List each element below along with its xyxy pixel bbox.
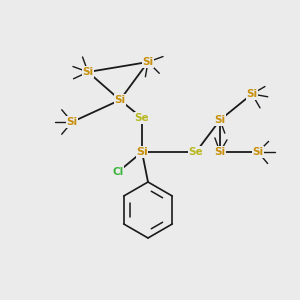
Text: Si: Si xyxy=(136,147,148,157)
Text: Si: Si xyxy=(214,147,226,157)
Text: Si: Si xyxy=(214,115,226,125)
Text: Si: Si xyxy=(66,117,78,127)
Text: Se: Se xyxy=(135,113,149,123)
Text: Si: Si xyxy=(82,67,94,77)
Text: Si: Si xyxy=(142,57,154,67)
Text: Se: Se xyxy=(189,147,203,157)
Text: Si: Si xyxy=(114,95,126,105)
Text: Cl: Cl xyxy=(112,167,124,177)
Text: Si: Si xyxy=(246,89,258,99)
Text: Si: Si xyxy=(252,147,264,157)
